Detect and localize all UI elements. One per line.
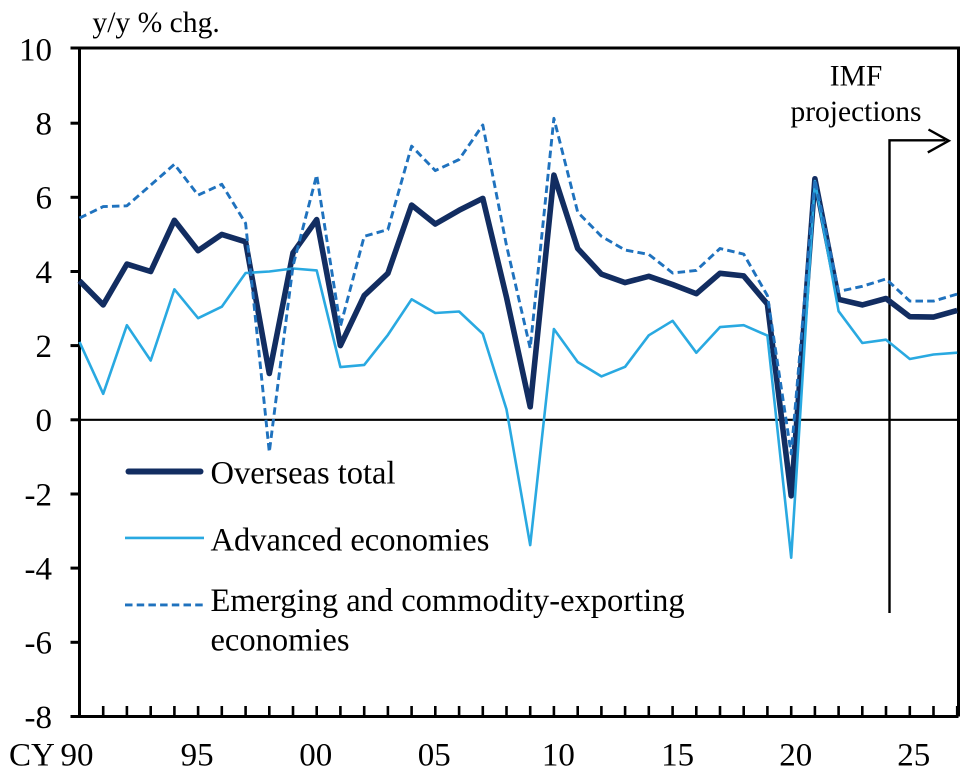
svg-text:10: 10 [19,32,52,68]
svg-text:-4: -4 [25,552,53,588]
svg-text:05: 05 [418,738,451,774]
svg-text:0: 0 [36,403,53,439]
svg-text:Overseas total: Overseas total [211,456,396,492]
svg-text:Emerging and commodity-exporti: Emerging and commodity-exporting [211,583,685,619]
svg-text:economies: economies [211,623,350,659]
svg-text:CY: CY [9,738,55,774]
svg-text:Advanced economies: Advanced economies [211,522,490,558]
svg-text:projections: projections [790,96,921,128]
svg-text:90: 90 [61,738,94,774]
svg-text:20: 20 [779,738,812,774]
svg-text:10: 10 [542,738,575,774]
svg-text:15: 15 [661,738,694,774]
svg-text:y/y % chg.: y/y % chg. [92,7,219,39]
svg-text:2: 2 [36,329,53,365]
svg-text:25: 25 [897,738,930,774]
svg-text:-8: -8 [25,700,53,736]
svg-text:-6: -6 [25,626,53,662]
svg-text:4: 4 [36,255,53,291]
svg-text:IMF: IMF [830,61,882,93]
svg-text:00: 00 [299,738,332,774]
svg-text:95: 95 [181,738,214,774]
svg-text:6: 6 [36,181,53,217]
svg-text:-2: -2 [25,477,53,513]
svg-text:8: 8 [36,107,53,143]
